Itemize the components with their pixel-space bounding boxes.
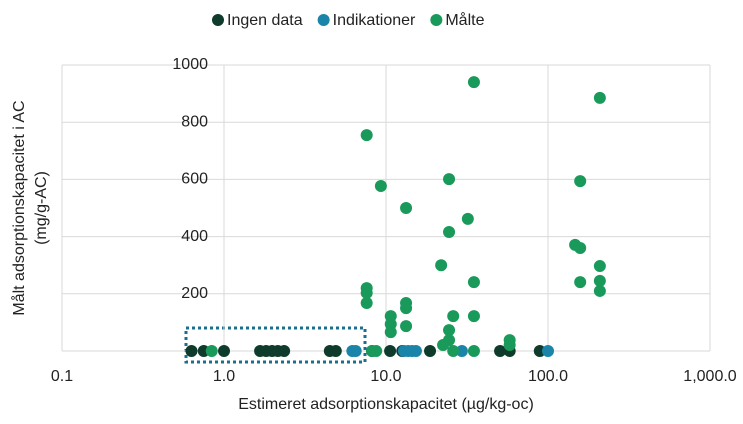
data-point [349, 345, 362, 357]
data-point [278, 345, 291, 357]
data-point [400, 320, 413, 333]
data-point [374, 179, 387, 192]
data-point [574, 175, 587, 188]
data-point [443, 226, 456, 239]
data-point [400, 202, 413, 214]
data-point [467, 345, 480, 357]
data-point [574, 242, 587, 255]
data-point [360, 296, 373, 309]
legend-marker [212, 14, 224, 26]
y-tick-label: 800 [181, 113, 208, 130]
y-axis-title: (mg/g-AC) [33, 171, 50, 245]
data-point [593, 274, 606, 287]
data-point [447, 345, 460, 357]
data-point [467, 276, 480, 289]
legend-marker [430, 14, 443, 26]
legend-label: Indikationer [333, 12, 416, 29]
y-axis-title: Målt adsorptionskapacitet i AC [10, 100, 28, 315]
y-tick-label: 400 [181, 228, 208, 245]
data-point [494, 345, 507, 357]
x-tick-label: 1,000.0 [683, 368, 736, 385]
data-point [593, 260, 606, 273]
y-tick-label: 1000 [172, 56, 208, 73]
data-point [384, 326, 397, 339]
x-tick-label: 1.0 [213, 368, 235, 385]
data-point [437, 338, 450, 351]
data-point [533, 345, 546, 357]
data-point [455, 345, 468, 357]
data-point [461, 212, 474, 225]
data-point [542, 345, 554, 357]
x-tick-label: 100.0 [528, 368, 568, 385]
data-point [205, 345, 218, 357]
data-point [503, 338, 516, 351]
legend-label: Ingen data [227, 12, 303, 29]
data-point [400, 302, 413, 315]
data-point [467, 76, 480, 89]
x-axis-title: Estimeret adsorptionskapacitet (µg/kg-oc… [238, 396, 534, 413]
data-point [329, 345, 342, 357]
y-tick-label: 200 [181, 285, 208, 302]
data-point [360, 286, 373, 299]
data-point [409, 345, 422, 357]
data-point [218, 345, 230, 357]
data-point [384, 345, 397, 357]
data-point [574, 276, 587, 289]
data-point [447, 310, 460, 323]
data-point [593, 91, 606, 104]
data-point [435, 259, 448, 272]
plot-area [61, 64, 711, 352]
data-point [424, 345, 437, 357]
data-point [443, 173, 456, 186]
data-point [467, 310, 480, 323]
y-tick-label: 600 [181, 171, 208, 188]
data-point [360, 129, 373, 142]
x-tick-label: 10.0 [370, 368, 401, 385]
legend-marker [317, 14, 330, 26]
highlight-box [184, 326, 367, 364]
data-point [593, 284, 606, 297]
data-point [185, 345, 198, 357]
x-tick-label: 0.1 [51, 368, 73, 385]
data-point [370, 345, 383, 357]
legend-label: Målte [445, 11, 484, 29]
data-point [443, 324, 456, 337]
